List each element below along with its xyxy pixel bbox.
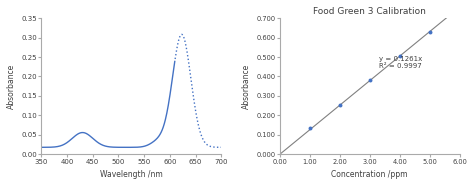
- Title: Food Green 3 Calibration: Food Green 3 Calibration: [313, 7, 426, 16]
- Point: [396, 55, 403, 58]
- Y-axis label: Absorbance: Absorbance: [7, 64, 16, 109]
- Point: [366, 79, 374, 82]
- Point: [306, 126, 313, 129]
- Y-axis label: Absorbance: Absorbance: [242, 64, 251, 109]
- Text: y = 0.1261x
R² = 0.9997: y = 0.1261x R² = 0.9997: [379, 56, 422, 69]
- Point: [336, 104, 344, 107]
- X-axis label: Wavelength /nm: Wavelength /nm: [100, 170, 163, 179]
- Point: [426, 30, 433, 33]
- X-axis label: Concentration /ppm: Concentration /ppm: [331, 170, 408, 179]
